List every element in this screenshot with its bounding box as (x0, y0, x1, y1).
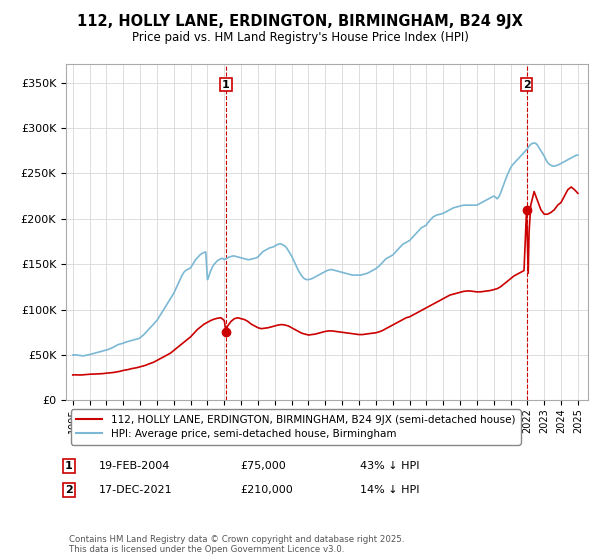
Text: 2: 2 (523, 80, 530, 90)
Text: £210,000: £210,000 (240, 485, 293, 495)
Text: 14% ↓ HPI: 14% ↓ HPI (360, 485, 419, 495)
Text: 2: 2 (65, 485, 73, 495)
Text: £75,000: £75,000 (240, 461, 286, 471)
Text: 19-FEB-2004: 19-FEB-2004 (99, 461, 170, 471)
Text: 112, HOLLY LANE, ERDINGTON, BIRMINGHAM, B24 9JX: 112, HOLLY LANE, ERDINGTON, BIRMINGHAM, … (77, 14, 523, 29)
Text: Price paid vs. HM Land Registry's House Price Index (HPI): Price paid vs. HM Land Registry's House … (131, 31, 469, 44)
Legend: 112, HOLLY LANE, ERDINGTON, BIRMINGHAM, B24 9JX (semi-detached house), HPI: Aver: 112, HOLLY LANE, ERDINGTON, BIRMINGHAM, … (71, 409, 521, 445)
Text: Contains HM Land Registry data © Crown copyright and database right 2025.
This d: Contains HM Land Registry data © Crown c… (69, 535, 404, 554)
Text: 1: 1 (222, 80, 230, 90)
Text: 17-DEC-2021: 17-DEC-2021 (99, 485, 173, 495)
Text: 1: 1 (65, 461, 73, 471)
Text: 43% ↓ HPI: 43% ↓ HPI (360, 461, 419, 471)
